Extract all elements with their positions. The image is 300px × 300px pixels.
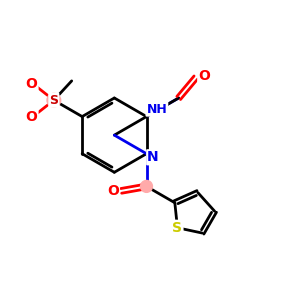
Text: N: N (147, 150, 159, 164)
Circle shape (141, 181, 152, 192)
Text: O: O (198, 69, 210, 83)
Text: O: O (26, 77, 38, 91)
Text: O: O (107, 184, 119, 198)
Circle shape (47, 93, 61, 107)
Text: O: O (26, 110, 38, 124)
Text: S: S (172, 221, 182, 235)
Text: NH: NH (146, 103, 167, 116)
Text: S: S (49, 94, 58, 107)
